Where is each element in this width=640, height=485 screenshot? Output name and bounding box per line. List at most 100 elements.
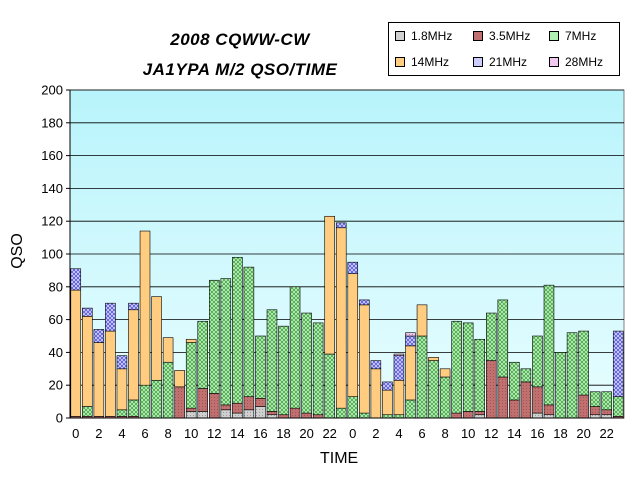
legend-swatch	[395, 57, 405, 67]
bar-segment	[520, 381, 532, 419]
bar-segment	[428, 357, 439, 361]
bar-segment	[266, 411, 278, 416]
x-tick-label: 16	[253, 426, 267, 441]
bar-segment	[589, 391, 601, 407]
bar-segment	[416, 304, 428, 337]
bar-segment	[474, 411, 485, 416]
bar-segment	[139, 384, 151, 419]
x-tick-label: 14	[230, 426, 244, 441]
bar-segment	[566, 332, 578, 419]
bar-segment	[405, 335, 416, 347]
y-tick-label: 40	[49, 345, 63, 360]
x-tick-label: 18	[553, 426, 567, 441]
y-tick-label: 160	[41, 148, 63, 163]
bar-segment	[105, 302, 116, 332]
bar-segment	[312, 322, 324, 416]
bar-segment	[359, 299, 370, 306]
bar-segment	[335, 222, 347, 229]
bar-segment	[601, 391, 612, 411]
bar-segment	[347, 261, 359, 274]
bar-segment	[612, 396, 624, 417]
bar-segment	[347, 396, 359, 419]
bar-segment	[116, 409, 128, 417]
bar-segment	[543, 284, 555, 406]
bar-segment	[116, 368, 128, 411]
bar-segment	[543, 404, 555, 416]
bar-segment	[243, 266, 255, 397]
bar-segment	[82, 316, 93, 407]
bar-segment	[232, 402, 243, 414]
bar-segment	[70, 268, 82, 291]
bar-segment	[174, 370, 185, 388]
bar-segment	[486, 312, 497, 361]
bar-segment	[243, 409, 255, 419]
bar-segment	[359, 304, 370, 414]
bar-segment	[151, 296, 162, 381]
bar-segment	[197, 388, 208, 412]
bar-segment	[416, 335, 428, 419]
bar-segment	[128, 302, 139, 311]
bar-segment	[405, 399, 416, 419]
x-tick-label: 10	[184, 426, 198, 441]
x-tick-label: 22	[599, 426, 613, 441]
bar-segment	[532, 335, 543, 388]
bar-segment	[174, 386, 185, 419]
x-tick-label: 20	[576, 426, 590, 441]
bar-segment	[462, 322, 474, 412]
legend-swatch	[473, 31, 483, 41]
x-tick-label: 22	[322, 426, 336, 441]
bar-segment	[82, 307, 93, 317]
bar-segment	[128, 399, 139, 417]
legend-label: 21MHz	[489, 55, 528, 69]
y-tick-label: 120	[41, 214, 63, 229]
x-tick-label: 6	[418, 426, 425, 441]
bar-segment	[451, 412, 462, 419]
bar-segment	[555, 352, 566, 419]
bar-segment	[93, 329, 105, 343]
legend-label: 28MHz	[565, 55, 604, 69]
y-axis-title: QSO	[8, 233, 26, 269]
legend-swatch	[395, 31, 405, 41]
bar-segment	[185, 411, 197, 419]
bar-segment	[289, 286, 301, 409]
x-tick-label: 14	[507, 426, 521, 441]
bar-segment	[93, 342, 105, 417]
x-tick-label: 12	[207, 426, 221, 441]
x-tick-label: 4	[395, 426, 402, 441]
bar-segment	[185, 338, 197, 343]
y-tick-label: 20	[49, 378, 63, 393]
bar-segment	[382, 389, 393, 416]
legend-swatch	[473, 57, 483, 67]
chart-legend: 1.8MHz 3.5MHz 7MHz 14MHz 21MHz 28MHz	[388, 22, 620, 76]
bar-segment	[324, 215, 335, 355]
bar-segment	[497, 299, 509, 378]
bar-segment	[82, 406, 93, 417]
bar-segment	[601, 409, 612, 416]
bar-segment	[474, 338, 485, 412]
x-tick-label: 6	[141, 426, 148, 441]
chart-subtitle: JA1YPA M/2 QSO/TIME	[142, 60, 338, 79]
bar-segment	[359, 412, 370, 419]
bar-segment	[232, 412, 243, 419]
y-tick-label: 140	[41, 181, 63, 196]
bar-segment	[116, 355, 128, 370]
bar-segment	[301, 312, 312, 414]
x-tick-label: 12	[484, 426, 498, 441]
bar-segment	[393, 355, 405, 381]
bar-segment	[382, 381, 393, 391]
bar-segment	[139, 230, 151, 386]
bar-segment	[393, 379, 405, 416]
x-tick-label: 2	[372, 426, 379, 441]
legend-swatch	[549, 31, 559, 41]
bar-segment	[486, 360, 497, 419]
bar-segment	[589, 406, 601, 416]
x-tick-label: 8	[441, 426, 448, 441]
bar-segment	[578, 330, 589, 396]
bar-segment	[439, 376, 451, 419]
x-tick-label: 4	[118, 426, 125, 441]
bar-segment	[220, 404, 232, 411]
bar-segment	[185, 407, 197, 412]
bar-segment	[255, 398, 266, 407]
